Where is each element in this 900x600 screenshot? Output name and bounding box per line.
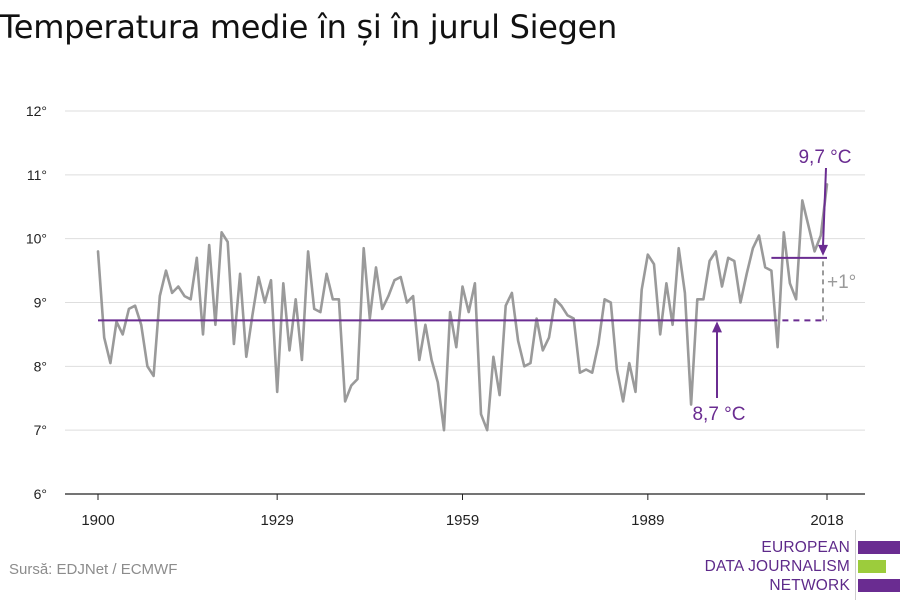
x-tick-label: 1900 <box>81 512 114 529</box>
x-tick-label: 2018 <box>810 512 843 529</box>
axis-ticks: 6° 7° 8° 9° 10° 11° 12° 1900 1929 1959 1989 2018 <box>26 103 865 529</box>
new-average-arrow-head <box>818 244 828 256</box>
logo-line-2: DATA JOURNALISM <box>704 558 850 575</box>
grid-lines <box>65 110 865 431</box>
source-note: Sursă: EDJNet / ECMWF <box>9 561 178 578</box>
y-tick-label: 8° <box>34 358 47 374</box>
y-tick-label: 6° <box>34 486 47 502</box>
series-layer <box>96 183 829 432</box>
chart-title: Temperatura medie în și în jurul Siegen <box>0 8 617 46</box>
annotations: +1° 8,7 °C 9,7 °C <box>692 147 856 425</box>
y-tick-label: 9° <box>34 295 47 311</box>
logo-bar-purple-top <box>858 541 900 554</box>
logo-line-3: NETWORK <box>769 577 850 594</box>
difference-label: +1° <box>827 272 856 293</box>
old-average-label: 8,7 °C <box>692 404 745 425</box>
x-tick-label: 1959 <box>446 512 479 529</box>
y-tick-label: 12° <box>26 103 47 119</box>
average-lines <box>98 256 827 322</box>
x-tick-label: 1989 <box>631 512 664 529</box>
logo-line-1: EUROPEAN <box>761 539 850 556</box>
edjnet-logo: EUROPEAN DATA JOURNALISM NETWORK <box>700 530 900 600</box>
old-average-arrow-head <box>712 321 722 333</box>
y-tick-label: 11° <box>27 167 47 183</box>
x-tick-label: 1929 <box>260 512 293 529</box>
new-average-label: 9,7 °C <box>798 147 851 168</box>
temperature-series-line <box>96 183 829 432</box>
new-average-arrow-line <box>822 167 827 246</box>
y-tick-label: 7° <box>34 422 47 438</box>
logo-bar-green <box>858 560 886 573</box>
logo-divider <box>855 530 856 600</box>
logo-bar-purple-bottom <box>858 579 900 592</box>
y-tick-label: 10° <box>26 231 47 247</box>
